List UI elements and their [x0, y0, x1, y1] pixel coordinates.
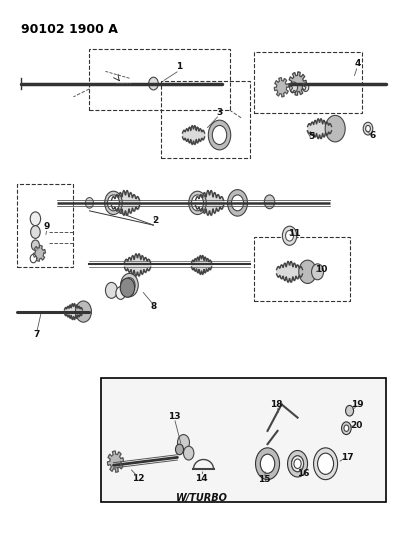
Circle shape — [120, 273, 138, 297]
Circle shape — [189, 191, 206, 215]
Circle shape — [288, 450, 307, 477]
Circle shape — [85, 198, 93, 208]
Bar — [102, 378, 386, 503]
Circle shape — [175, 444, 183, 455]
Text: 20: 20 — [351, 421, 363, 430]
Circle shape — [30, 254, 37, 263]
Circle shape — [256, 448, 280, 480]
Circle shape — [108, 195, 119, 211]
Text: 90102 1900 A: 90102 1900 A — [21, 22, 118, 36]
Circle shape — [75, 301, 91, 322]
Circle shape — [286, 230, 293, 241]
Bar — [17, 184, 73, 266]
Circle shape — [346, 406, 353, 416]
Circle shape — [302, 83, 309, 92]
Circle shape — [31, 225, 40, 238]
Circle shape — [325, 115, 345, 142]
Bar — [253, 237, 349, 301]
Polygon shape — [274, 78, 289, 97]
Circle shape — [283, 226, 297, 245]
Circle shape — [231, 195, 243, 211]
Bar — [89, 49, 230, 110]
Circle shape — [314, 448, 338, 480]
Text: 4: 4 — [354, 59, 361, 68]
Text: 1: 1 — [177, 62, 183, 70]
Circle shape — [191, 195, 204, 211]
Circle shape — [291, 456, 303, 472]
Circle shape — [208, 120, 231, 150]
Text: 8: 8 — [150, 302, 157, 311]
Polygon shape — [289, 72, 306, 95]
Circle shape — [363, 122, 373, 135]
Text: 15: 15 — [258, 475, 271, 484]
Circle shape — [31, 240, 39, 251]
Text: 19: 19 — [351, 400, 364, 409]
Text: W/TURBO: W/TURBO — [176, 493, 227, 503]
Circle shape — [344, 425, 349, 431]
Circle shape — [312, 264, 324, 280]
Circle shape — [294, 459, 301, 469]
Text: 18: 18 — [270, 400, 283, 409]
Text: 12: 12 — [132, 474, 145, 483]
Circle shape — [30, 212, 41, 225]
Circle shape — [291, 456, 303, 472]
Circle shape — [116, 287, 125, 300]
Text: 17: 17 — [341, 453, 354, 462]
Bar — [162, 81, 249, 158]
Circle shape — [260, 454, 275, 473]
Text: 16: 16 — [297, 469, 310, 478]
Polygon shape — [33, 245, 46, 261]
Circle shape — [289, 82, 297, 93]
Text: 7: 7 — [33, 330, 40, 339]
Bar — [253, 52, 361, 113]
Text: 10: 10 — [316, 265, 328, 273]
Text: 13: 13 — [168, 411, 181, 421]
Text: 5: 5 — [308, 132, 315, 141]
Circle shape — [177, 434, 189, 450]
Circle shape — [264, 195, 275, 209]
Circle shape — [183, 446, 194, 460]
Text: 6: 6 — [370, 131, 376, 140]
Circle shape — [318, 453, 334, 474]
Circle shape — [124, 278, 135, 293]
Text: 11: 11 — [289, 229, 301, 238]
Text: 14: 14 — [195, 474, 208, 483]
Circle shape — [149, 77, 158, 90]
Text: 9: 9 — [44, 222, 50, 231]
Circle shape — [228, 190, 247, 216]
Text: 3: 3 — [216, 108, 222, 117]
Circle shape — [366, 125, 370, 132]
Circle shape — [299, 260, 316, 284]
Circle shape — [120, 278, 135, 297]
Circle shape — [342, 422, 351, 434]
Circle shape — [105, 191, 122, 215]
Polygon shape — [108, 451, 123, 472]
Circle shape — [106, 282, 117, 298]
Circle shape — [212, 125, 227, 144]
Text: 2: 2 — [152, 216, 159, 225]
